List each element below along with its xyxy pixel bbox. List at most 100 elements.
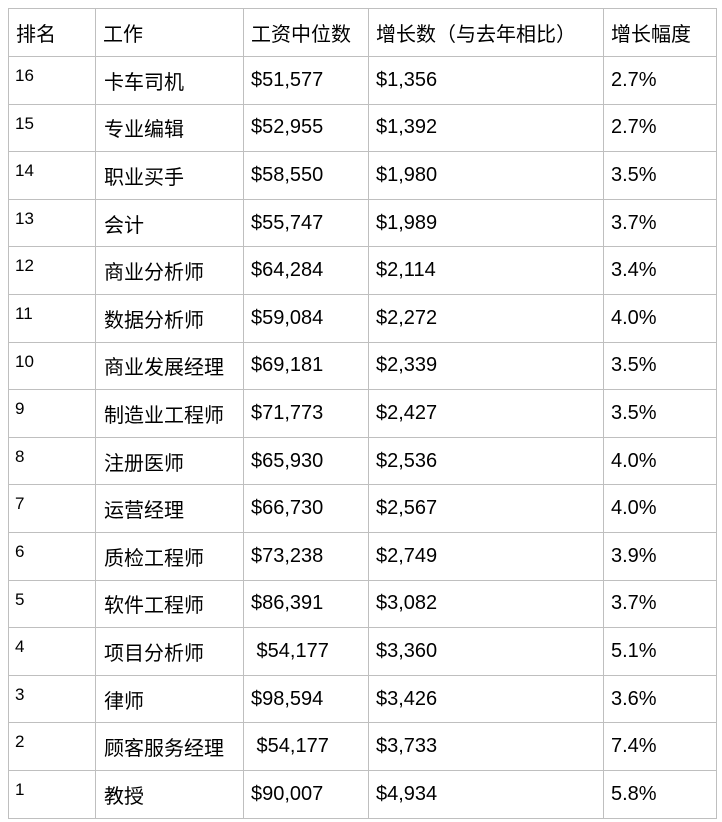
cell-rank: 4 bbox=[8, 627, 96, 676]
cell-growth-rate: 3.9% bbox=[603, 531, 717, 581]
cell-job: 教授 bbox=[95, 769, 244, 819]
cell-job: 卡车司机 bbox=[95, 56, 244, 105]
table-row: 3 律师 $98,594 $3,426 3.6% bbox=[8, 674, 717, 724]
cell-job: 律师 bbox=[95, 674, 244, 724]
cell-job: 项目分析师 bbox=[95, 627, 244, 676]
cell-growth-rate: 7.4% bbox=[603, 722, 717, 771]
table-row: 13 会计 $55,747 $1,989 3.7% bbox=[8, 198, 717, 248]
cell-growth-amount: $2,567 bbox=[368, 484, 604, 533]
cell-growth-amount: $1,356 bbox=[368, 56, 604, 105]
cell-median-salary: $90,007 bbox=[243, 769, 369, 819]
cell-rank: 8 bbox=[8, 436, 96, 486]
cell-growth-amount: $3,082 bbox=[368, 579, 604, 629]
cell-rank: 13 bbox=[8, 198, 96, 248]
table-row: 12 商业分析师 $64,284 $2,114 3.4% bbox=[8, 246, 717, 295]
cell-median-salary: $66,730 bbox=[243, 484, 369, 533]
cell-rank: 10 bbox=[8, 341, 96, 391]
cell-job: 运营经理 bbox=[95, 484, 244, 533]
cell-rank: 14 bbox=[8, 151, 96, 200]
cell-growth-rate: 5.1% bbox=[603, 627, 717, 676]
cell-growth-amount: $2,536 bbox=[368, 436, 604, 486]
cell-job: 商业分析师 bbox=[95, 246, 244, 295]
cell-median-salary: $54,177 bbox=[243, 627, 369, 676]
cell-rank: 16 bbox=[8, 56, 96, 105]
cell-rank: 9 bbox=[8, 389, 96, 438]
cell-growth-rate: 2.7% bbox=[603, 103, 717, 153]
cell-rank: 12 bbox=[8, 246, 96, 295]
cell-median-salary: $73,238 bbox=[243, 531, 369, 581]
cell-rank: 15 bbox=[8, 103, 96, 153]
cell-growth-rate: 3.7% bbox=[603, 579, 717, 629]
cell-growth-rate: 2.7% bbox=[603, 56, 717, 105]
cell-median-salary: $58,550 bbox=[243, 151, 369, 200]
cell-growth-rate: 3.5% bbox=[603, 389, 717, 438]
cell-median-salary: $54,177 bbox=[243, 722, 369, 771]
cell-median-salary: $86,391 bbox=[243, 579, 369, 629]
cell-growth-rate: 4.0% bbox=[603, 484, 717, 533]
cell-job: 会计 bbox=[95, 198, 244, 248]
cell-growth-amount: $2,339 bbox=[368, 341, 604, 391]
cell-growth-amount: $2,427 bbox=[368, 389, 604, 438]
cell-growth-rate: 3.6% bbox=[603, 674, 717, 724]
cell-median-salary: $52,955 bbox=[243, 103, 369, 153]
table-row: 6 质检工程师 $73,238 $2,749 3.9% bbox=[8, 531, 717, 581]
table-row: 16 卡车司机 $51,577 $1,356 2.7% bbox=[8, 56, 717, 105]
cell-rank: 5 bbox=[8, 579, 96, 629]
cell-job: 职业买手 bbox=[95, 151, 244, 200]
cell-growth-amount: $2,749 bbox=[368, 531, 604, 581]
cell-growth-rate: 3.5% bbox=[603, 151, 717, 200]
header-job: 工作 bbox=[95, 8, 244, 57]
table-row: 5 软件工程师 $86,391 $3,082 3.7% bbox=[8, 579, 717, 629]
cell-median-salary: $59,084 bbox=[243, 293, 369, 343]
cell-growth-rate: 4.0% bbox=[603, 293, 717, 343]
table-row: 14 职业买手 $58,550 $1,980 3.5% bbox=[8, 151, 717, 200]
cell-growth-amount: $3,360 bbox=[368, 627, 604, 676]
table-row: 9 制造业工程师 $71,773 $2,427 3.5% bbox=[8, 389, 717, 438]
cell-median-salary: $69,181 bbox=[243, 341, 369, 391]
cell-median-salary: $65,930 bbox=[243, 436, 369, 486]
cell-job: 注册医师 bbox=[95, 436, 244, 486]
header-growth-amount: 增长数（与去年相比） bbox=[368, 8, 604, 57]
cell-growth-rate: 5.8% bbox=[603, 769, 717, 819]
cell-growth-amount: $1,980 bbox=[368, 151, 604, 200]
cell-growth-rate: 3.5% bbox=[603, 341, 717, 391]
table-body: 16 卡车司机 $51,577 $1,356 2.7% 15 专业编辑 $52,… bbox=[8, 56, 717, 819]
salary-table: 排名 工作 工资中位数 增长数（与去年相比） 增长幅度 16 卡车司机 $51,… bbox=[8, 8, 717, 819]
cell-rank: 1 bbox=[8, 769, 96, 819]
table-row: 10 商业发展经理 $69,181 $2,339 3.5% bbox=[8, 341, 717, 391]
cell-median-salary: $98,594 bbox=[243, 674, 369, 724]
cell-growth-rate: 3.7% bbox=[603, 198, 717, 248]
cell-median-salary: $71,773 bbox=[243, 389, 369, 438]
cell-rank: 6 bbox=[8, 531, 96, 581]
cell-growth-amount: $1,989 bbox=[368, 198, 604, 248]
cell-growth-amount: $2,272 bbox=[368, 293, 604, 343]
cell-job: 专业编辑 bbox=[95, 103, 244, 153]
cell-growth-amount: $4,934 bbox=[368, 769, 604, 819]
cell-job: 质检工程师 bbox=[95, 531, 244, 581]
cell-job: 商业发展经理 bbox=[95, 341, 244, 391]
table-row: 8 注册医师 $65,930 $2,536 4.0% bbox=[8, 436, 717, 486]
header-median-salary: 工资中位数 bbox=[243, 8, 369, 57]
header-rank: 排名 bbox=[8, 8, 96, 57]
header-row: 排名 工作 工资中位数 增长数（与去年相比） 增长幅度 bbox=[8, 8, 717, 57]
cell-rank: 7 bbox=[8, 484, 96, 533]
cell-growth-amount: $1,392 bbox=[368, 103, 604, 153]
table-row: 11 数据分析师 $59,084 $2,272 4.0% bbox=[8, 293, 717, 343]
header-growth-rate: 增长幅度 bbox=[603, 8, 717, 57]
cell-job: 软件工程师 bbox=[95, 579, 244, 629]
cell-median-salary: $51,577 bbox=[243, 56, 369, 105]
cell-job: 制造业工程师 bbox=[95, 389, 244, 438]
cell-median-salary: $64,284 bbox=[243, 246, 369, 295]
cell-growth-amount: $3,733 bbox=[368, 722, 604, 771]
cell-rank: 11 bbox=[8, 293, 96, 343]
cell-growth-rate: 3.4% bbox=[603, 246, 717, 295]
table-row: 2 顾客服务经理 $54,177 $3,733 7.4% bbox=[8, 722, 717, 771]
table-row: 7 运营经理 $66,730 $2,567 4.0% bbox=[8, 484, 717, 533]
cell-job: 顾客服务经理 bbox=[95, 722, 244, 771]
cell-rank: 2 bbox=[8, 722, 96, 771]
cell-median-salary: $55,747 bbox=[243, 198, 369, 248]
cell-rank: 3 bbox=[8, 674, 96, 724]
cell-growth-rate: 4.0% bbox=[603, 436, 717, 486]
cell-growth-amount: $2,114 bbox=[368, 246, 604, 295]
